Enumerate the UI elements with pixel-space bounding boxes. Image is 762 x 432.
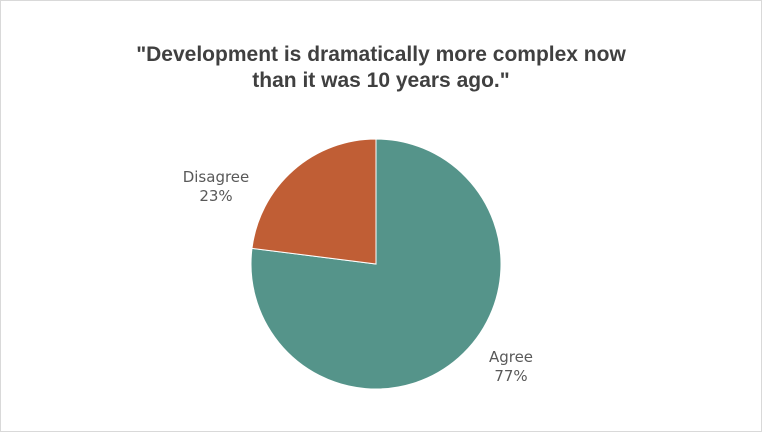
slice-percent-label: 77% — [494, 367, 527, 385]
slice-category-label: Disagree — [183, 168, 250, 186]
chart-title: "Development is dramatically more comple… — [0, 42, 762, 94]
pie-slices — [250, 138, 502, 390]
slice-label-disagree: Disagree 23% — [183, 168, 250, 205]
slice-labels: Agree 77% Disagree 23% — [183, 168, 533, 385]
chart-title-line-1: "Development is dramatically more comple… — [136, 43, 626, 66]
slice-label-agree: Agree 77% — [489, 348, 533, 385]
chart-title-line-2: than it was 10 years ago." — [252, 69, 510, 92]
pie-slice-disagree — [251, 138, 377, 265]
slice-percent-label: 23% — [199, 187, 232, 205]
slice-category-label: Agree — [489, 348, 533, 366]
